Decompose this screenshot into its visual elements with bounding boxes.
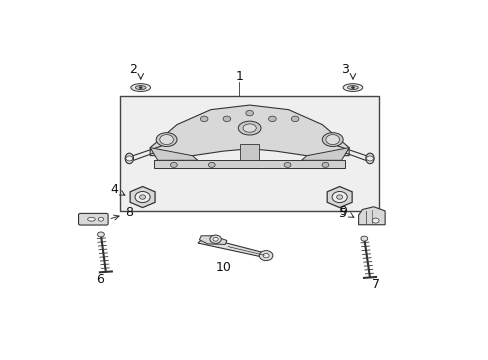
Text: 3: 3 — [341, 63, 348, 76]
Ellipse shape — [125, 153, 133, 164]
Text: 4: 4 — [110, 183, 124, 196]
Ellipse shape — [365, 153, 373, 164]
Ellipse shape — [135, 86, 146, 90]
Circle shape — [223, 116, 230, 122]
Polygon shape — [301, 148, 348, 160]
Circle shape — [209, 235, 221, 243]
Circle shape — [170, 162, 177, 167]
Ellipse shape — [131, 84, 150, 91]
Polygon shape — [198, 237, 272, 258]
Circle shape — [331, 192, 346, 203]
Ellipse shape — [238, 121, 261, 135]
Circle shape — [139, 195, 145, 199]
Polygon shape — [326, 186, 351, 208]
Circle shape — [360, 236, 367, 241]
Circle shape — [98, 217, 103, 221]
Circle shape — [139, 86, 142, 89]
Circle shape — [371, 218, 378, 223]
Circle shape — [212, 237, 218, 241]
Text: 2: 2 — [129, 63, 137, 76]
FancyBboxPatch shape — [120, 96, 379, 211]
Circle shape — [208, 162, 215, 167]
Polygon shape — [154, 160, 345, 168]
Circle shape — [284, 162, 290, 167]
Circle shape — [245, 111, 253, 116]
Circle shape — [160, 135, 173, 145]
Ellipse shape — [87, 217, 95, 221]
Circle shape — [135, 192, 150, 203]
Ellipse shape — [343, 84, 362, 91]
Circle shape — [97, 232, 104, 237]
Ellipse shape — [347, 86, 358, 90]
Circle shape — [322, 162, 328, 167]
Text: 8: 8 — [111, 206, 133, 220]
Polygon shape — [150, 148, 197, 160]
Circle shape — [291, 116, 298, 122]
Circle shape — [268, 116, 276, 122]
Circle shape — [366, 156, 373, 161]
Ellipse shape — [322, 132, 343, 147]
Text: 10: 10 — [216, 261, 231, 274]
Circle shape — [325, 135, 339, 145]
Text: 9: 9 — [339, 205, 353, 218]
Polygon shape — [199, 236, 226, 244]
Circle shape — [126, 156, 132, 161]
Polygon shape — [130, 186, 155, 208]
Text: 6: 6 — [96, 273, 104, 286]
Circle shape — [259, 251, 272, 261]
Polygon shape — [358, 207, 385, 225]
Text: 1: 1 — [235, 70, 243, 83]
Circle shape — [350, 86, 354, 89]
Polygon shape — [150, 105, 348, 156]
Text: 5: 5 — [339, 207, 347, 220]
Ellipse shape — [156, 132, 177, 147]
Circle shape — [336, 195, 342, 199]
Polygon shape — [240, 144, 259, 160]
Circle shape — [200, 116, 207, 122]
Circle shape — [263, 253, 268, 258]
FancyBboxPatch shape — [79, 213, 108, 225]
Ellipse shape — [243, 124, 256, 132]
Text: 7: 7 — [371, 278, 379, 291]
